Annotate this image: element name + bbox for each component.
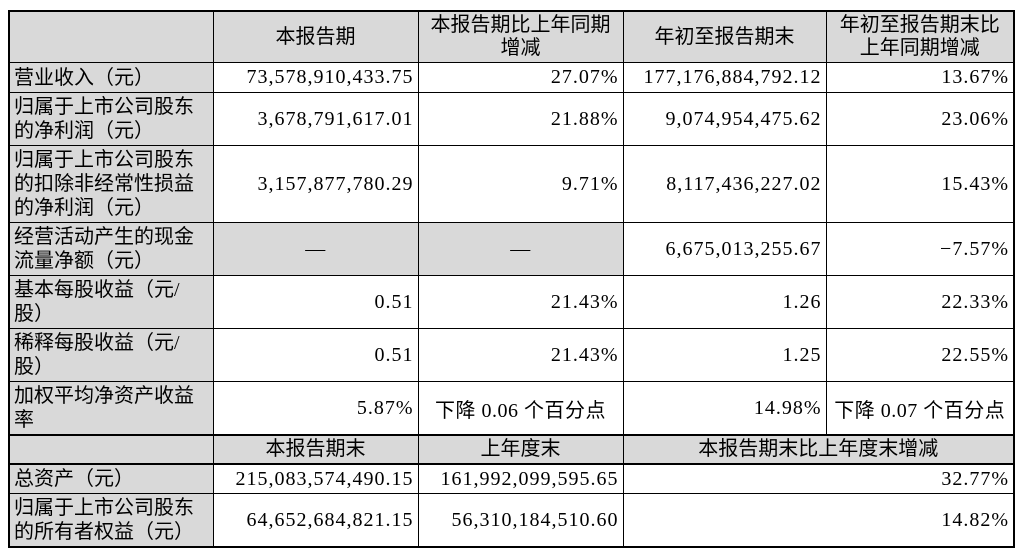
value-cell: 3,678,791,617.01 — [212, 92, 419, 146]
value-cell-dash: — — [417, 222, 624, 276]
value-cell: 56,310,184,510.60 — [417, 493, 624, 548]
value-cell: 0.51 — [212, 328, 419, 382]
value-cell: 下降 0.06 个百分点 — [417, 381, 624, 436]
value-cell: 1.26 — [622, 275, 827, 329]
column-header-yoy-change: 本报告期比上年同期增减 — [417, 10, 624, 63]
row-label: 稀释每股收益（元/股） — [8, 328, 214, 382]
value-cell: 5.87% — [212, 381, 419, 436]
corner-cell-blank — [8, 10, 214, 63]
table-row-total-assets: 总资产（元） 215,083,574,490.15 161,992,099,59… — [8, 463, 1015, 494]
column-header-current-period: 本报告期 — [212, 10, 419, 63]
value-cell: 22.55% — [825, 328, 1015, 382]
row-label: 归属于上市公司股东的所有者权益（元） — [8, 493, 214, 548]
value-cell: 73,578,910,433.75 — [212, 62, 419, 93]
value-cell: 15.43% — [825, 145, 1015, 223]
table-row-weighted-avg-roe: 加权平均净资产收益率 5.87% 下降 0.06 个百分点 14.98% 下降 … — [8, 381, 1015, 436]
table-row-net-profit-excl-nonrecurring: 归属于上市公司股东的扣除非经常性损益的净利润（元） 3,157,877,780.… — [8, 145, 1015, 223]
row-label: 基本每股收益（元/股） — [8, 275, 214, 329]
value-cell-dash: — — [212, 222, 419, 276]
table-row-basic-eps: 基本每股收益（元/股） 0.51 21.43% 1.26 22.33% — [8, 275, 1015, 329]
value-cell: 21.43% — [417, 275, 624, 329]
value-cell: 22.33% — [825, 275, 1015, 329]
table-row-diluted-eps: 稀释每股收益（元/股） 0.51 21.43% 1.25 22.55% — [8, 328, 1015, 382]
value-cell: 0.51 — [212, 275, 419, 329]
value-cell: 27.07% — [417, 62, 624, 93]
row-label: 营业收入（元） — [8, 62, 214, 93]
quarterly-financials-table: 本报告期 本报告期比上年同期增减 年初至报告期末 年初至报告期末比上年同期增减 … — [8, 10, 1015, 548]
value-cell: 21.43% — [417, 328, 624, 382]
table-row-operating-cash-flow: 经营活动产生的现金流量净额（元） — — 6,675,013,255.67 −7… — [8, 222, 1015, 276]
row-label: 总资产（元） — [8, 463, 214, 494]
value-cell: 8,117,436,227.02 — [622, 145, 827, 223]
value-cell: 下降 0.07 个百分点 — [825, 381, 1015, 436]
value-cell: 9.71% — [417, 145, 624, 223]
column-header-ytd: 年初至报告期末 — [622, 10, 827, 63]
value-cell: −7.57% — [825, 222, 1015, 276]
table-row-net-profit: 归属于上市公司股东的净利润（元） 3,678,791,617.01 21.88%… — [8, 92, 1015, 146]
row-label: 归属于上市公司股东的净利润（元） — [8, 92, 214, 146]
value-cell: 64,652,684,821.15 — [212, 493, 419, 548]
column-header-period-end-change: 本报告期末比上年度末增减 — [622, 434, 1015, 465]
value-cell: 215,083,574,490.15 — [212, 463, 419, 494]
section2-header-row: 本报告期末 上年度末 本报告期末比上年度末增减 — [8, 434, 1015, 465]
value-cell: 21.88% — [417, 92, 624, 146]
column-header-period-end: 本报告期末 — [212, 434, 419, 465]
section1-header-row: 本报告期 本报告期比上年同期增减 年初至报告期末 年初至报告期末比上年同期增减 — [8, 10, 1015, 63]
column-header-prev-year-end: 上年度末 — [417, 434, 624, 465]
table-row-equity: 归属于上市公司股东的所有者权益（元） 64,652,684,821.15 56,… — [8, 493, 1015, 548]
value-cell: 3,157,877,780.29 — [212, 145, 419, 223]
row-label: 经营活动产生的现金流量净额（元） — [8, 222, 214, 276]
value-cell: 32.77% — [622, 463, 1015, 494]
value-cell: 1.25 — [622, 328, 827, 382]
value-cell: 14.98% — [622, 381, 827, 436]
value-cell: 9,074,954,475.62 — [622, 92, 827, 146]
corner-cell-blank — [8, 434, 214, 465]
column-header-ytd-yoy-change: 年初至报告期末比上年同期增减 — [825, 10, 1015, 63]
report-page: 本报告期 本报告期比上年同期增减 年初至报告期末 年初至报告期末比上年同期增减 … — [8, 10, 1015, 548]
table-row-revenue: 营业收入（元） 73,578,910,433.75 27.07% 177,176… — [8, 62, 1015, 93]
value-cell: 23.06% — [825, 92, 1015, 146]
value-cell: 6,675,013,255.67 — [622, 222, 827, 276]
value-cell: 161,992,099,595.65 — [417, 463, 624, 494]
row-label: 归属于上市公司股东的扣除非经常性损益的净利润（元） — [8, 145, 214, 223]
value-cell: 13.67% — [825, 62, 1015, 93]
row-label: 加权平均净资产收益率 — [8, 381, 214, 436]
value-cell: 177,176,884,792.12 — [622, 62, 827, 93]
value-cell: 14.82% — [622, 493, 1015, 548]
